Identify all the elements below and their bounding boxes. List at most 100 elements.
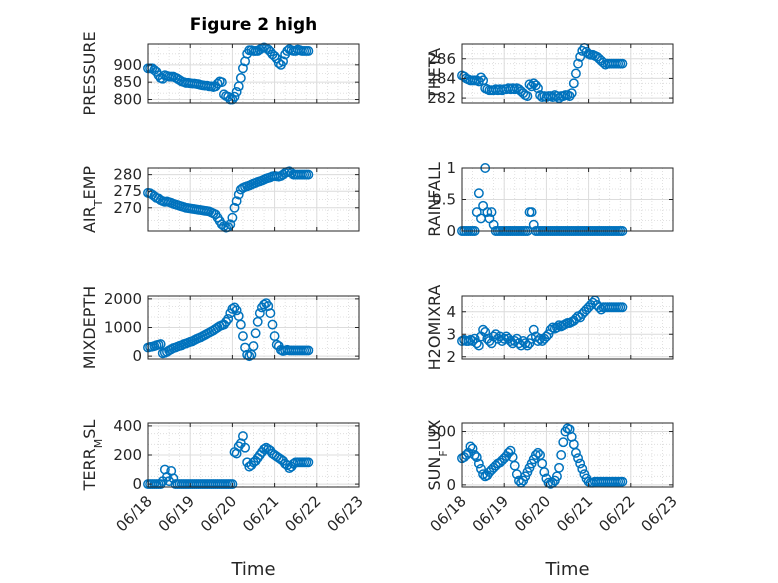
- x-axis-label: Time: [544, 559, 589, 580]
- data-point: [533, 336, 543, 346]
- data-point: [225, 219, 236, 230]
- y-axis-label: H2OMIXRA: [425, 285, 444, 371]
- data-point: [231, 196, 242, 207]
- data-point: [223, 313, 234, 324]
- data-point: [238, 331, 248, 342]
- y-tick-label: 4: [446, 303, 456, 321]
- data-point: [303, 457, 314, 468]
- axes-frame: [461, 295, 674, 360]
- data-point: [526, 207, 537, 218]
- panel-terr-msl: 0 200 400 TERRMSL 06/1806/1906/2006/2106/220…: [80, 417, 367, 580]
- data-point: [617, 302, 628, 313]
- y-tick-label: 900: [113, 56, 142, 74]
- y-tick-label: 280: [113, 166, 142, 184]
- y-tick-label: 200: [113, 446, 142, 464]
- grid: [147, 296, 360, 359]
- data-point: [545, 324, 556, 335]
- data-point: [303, 345, 314, 356]
- data-point: [539, 467, 550, 478]
- data-point: [486, 338, 497, 349]
- axes-frame: [147, 167, 360, 232]
- data-point: [575, 458, 586, 469]
- data-point: [282, 460, 293, 471]
- data-point: [568, 78, 579, 89]
- data-point: [505, 445, 516, 456]
- data-point: [530, 450, 541, 460]
- data-point: [303, 45, 314, 56]
- data-point: [227, 303, 238, 314]
- y-tick-label: 0.5: [432, 191, 456, 209]
- axes-frame: [147, 43, 360, 104]
- data-point: [526, 81, 537, 92]
- x-tick-label: 06/21: [553, 492, 596, 535]
- data-point: [250, 328, 261, 339]
- x-tick-label: 06/18: [427, 492, 470, 535]
- y-tick-label: 0: [446, 476, 456, 494]
- data-point: [238, 63, 248, 74]
- x-tick-label: 06/21: [239, 492, 282, 535]
- data-point: [524, 79, 535, 90]
- y-tick-label: 0: [446, 222, 456, 240]
- y-tick-label: 275: [113, 182, 142, 200]
- panel-sun-flux: 0500SUNFLUX06/1806/1906/2006/2106/2206/2…: [425, 419, 681, 580]
- data-point: [566, 88, 577, 99]
- y-tick-label: 3: [446, 325, 456, 343]
- data-point: [577, 463, 588, 474]
- y-tick-label: 2000: [104, 290, 142, 308]
- data-point: [535, 333, 546, 344]
- data-point: [155, 479, 166, 490]
- data-point: [227, 479, 238, 490]
- data-point: [235, 319, 246, 330]
- data-point: [499, 333, 510, 344]
- data-point: [303, 169, 314, 180]
- data-point: [216, 77, 227, 88]
- y-tick-label: 286: [427, 50, 456, 68]
- data-point: [471, 452, 482, 463]
- data-point: [212, 78, 223, 89]
- data-point: [263, 301, 274, 311]
- data-point: [155, 339, 166, 350]
- data-point: [476, 72, 486, 83]
- data-point: [558, 437, 569, 448]
- data-point: [259, 299, 269, 310]
- x-tick-label: 06/20: [511, 492, 554, 535]
- x-tick-label: 06/19: [155, 492, 198, 535]
- data-point: [520, 338, 531, 349]
- data-point: [486, 207, 497, 218]
- data-point: [227, 212, 238, 223]
- data-point: [469, 450, 480, 460]
- data-point: [248, 341, 259, 352]
- y-axis-label: PRESSURE: [80, 31, 99, 115]
- data-point: [261, 298, 272, 309]
- data-point: [473, 340, 484, 351]
- data-point: [238, 431, 248, 442]
- data-point: [570, 68, 581, 79]
- data-point: [570, 313, 581, 324]
- axes-frame: [461, 422, 674, 488]
- series-markers: [143, 42, 314, 105]
- data-point: [465, 441, 476, 452]
- series-markers: [457, 42, 628, 104]
- data-point: [556, 450, 567, 460]
- x-tick-label: 06/22: [281, 492, 324, 535]
- data-point: [478, 324, 489, 335]
- y-axis-label: AIRTEMP: [80, 166, 105, 233]
- data-point: [554, 462, 565, 473]
- data-point: [231, 86, 242, 97]
- y-axis-label: MIXDEPTH: [80, 286, 99, 369]
- data-point: [229, 202, 240, 213]
- y-tick-label: 0: [132, 347, 142, 365]
- y-tick-label: 284: [427, 69, 456, 87]
- data-point: [573, 58, 583, 69]
- chart-title: Figure 2 high: [190, 15, 318, 35]
- x-tick-label: 06/19: [469, 492, 512, 535]
- data-point: [617, 58, 628, 69]
- panel-mixdepth: 0 1000 2000 MIXDEPTH: [80, 286, 360, 369]
- data-point: [259, 444, 269, 455]
- y-tick-label: 282: [427, 89, 456, 107]
- data-point: [231, 305, 242, 316]
